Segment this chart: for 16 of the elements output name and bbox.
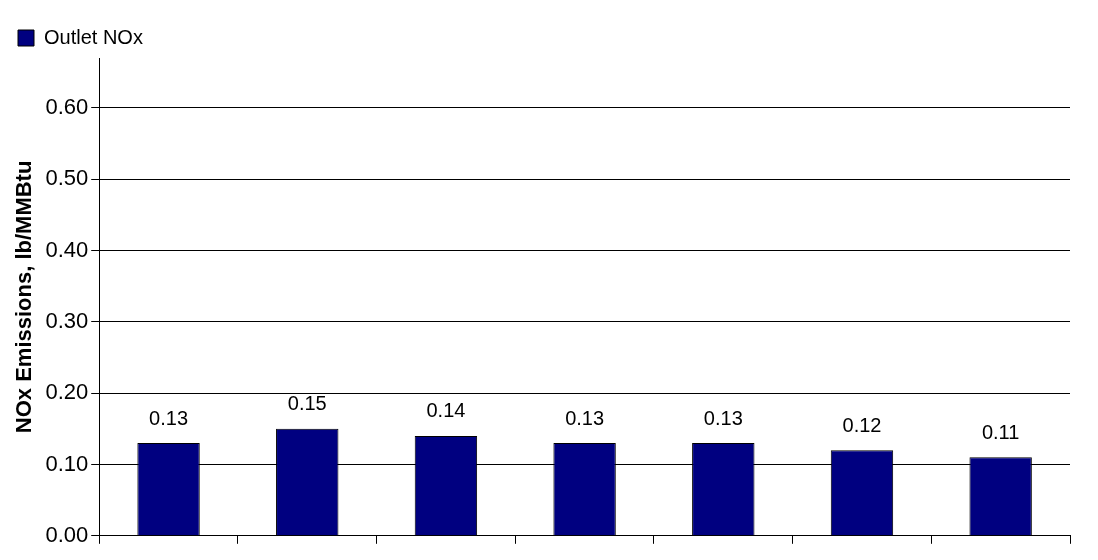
y-tick-label: 0.30 (45, 307, 89, 333)
y-tick-label: 0.40 (45, 236, 89, 262)
data-label: 0.12 (842, 413, 882, 436)
y-tick-label: 0.60 (45, 93, 89, 119)
data-label: 0.13 (565, 406, 605, 429)
data-label: 0.13 (703, 406, 743, 429)
data-label: 0.15 (287, 392, 327, 415)
data-label: 0.14 (426, 399, 466, 422)
y-tick-label: 0.20 (45, 379, 89, 405)
y-axis-title: NOx Emissions, lb/MMBtu (11, 160, 37, 434)
data-label: 0.13 (149, 406, 189, 429)
legend-label: Outlet NOx (44, 25, 143, 48)
y-tick-label: 0.50 (45, 165, 89, 191)
y-tick-label: 0.00 (45, 521, 89, 547)
data-label: 0.11 (981, 420, 1020, 443)
y-tick-label: 0.10 (45, 450, 89, 476)
